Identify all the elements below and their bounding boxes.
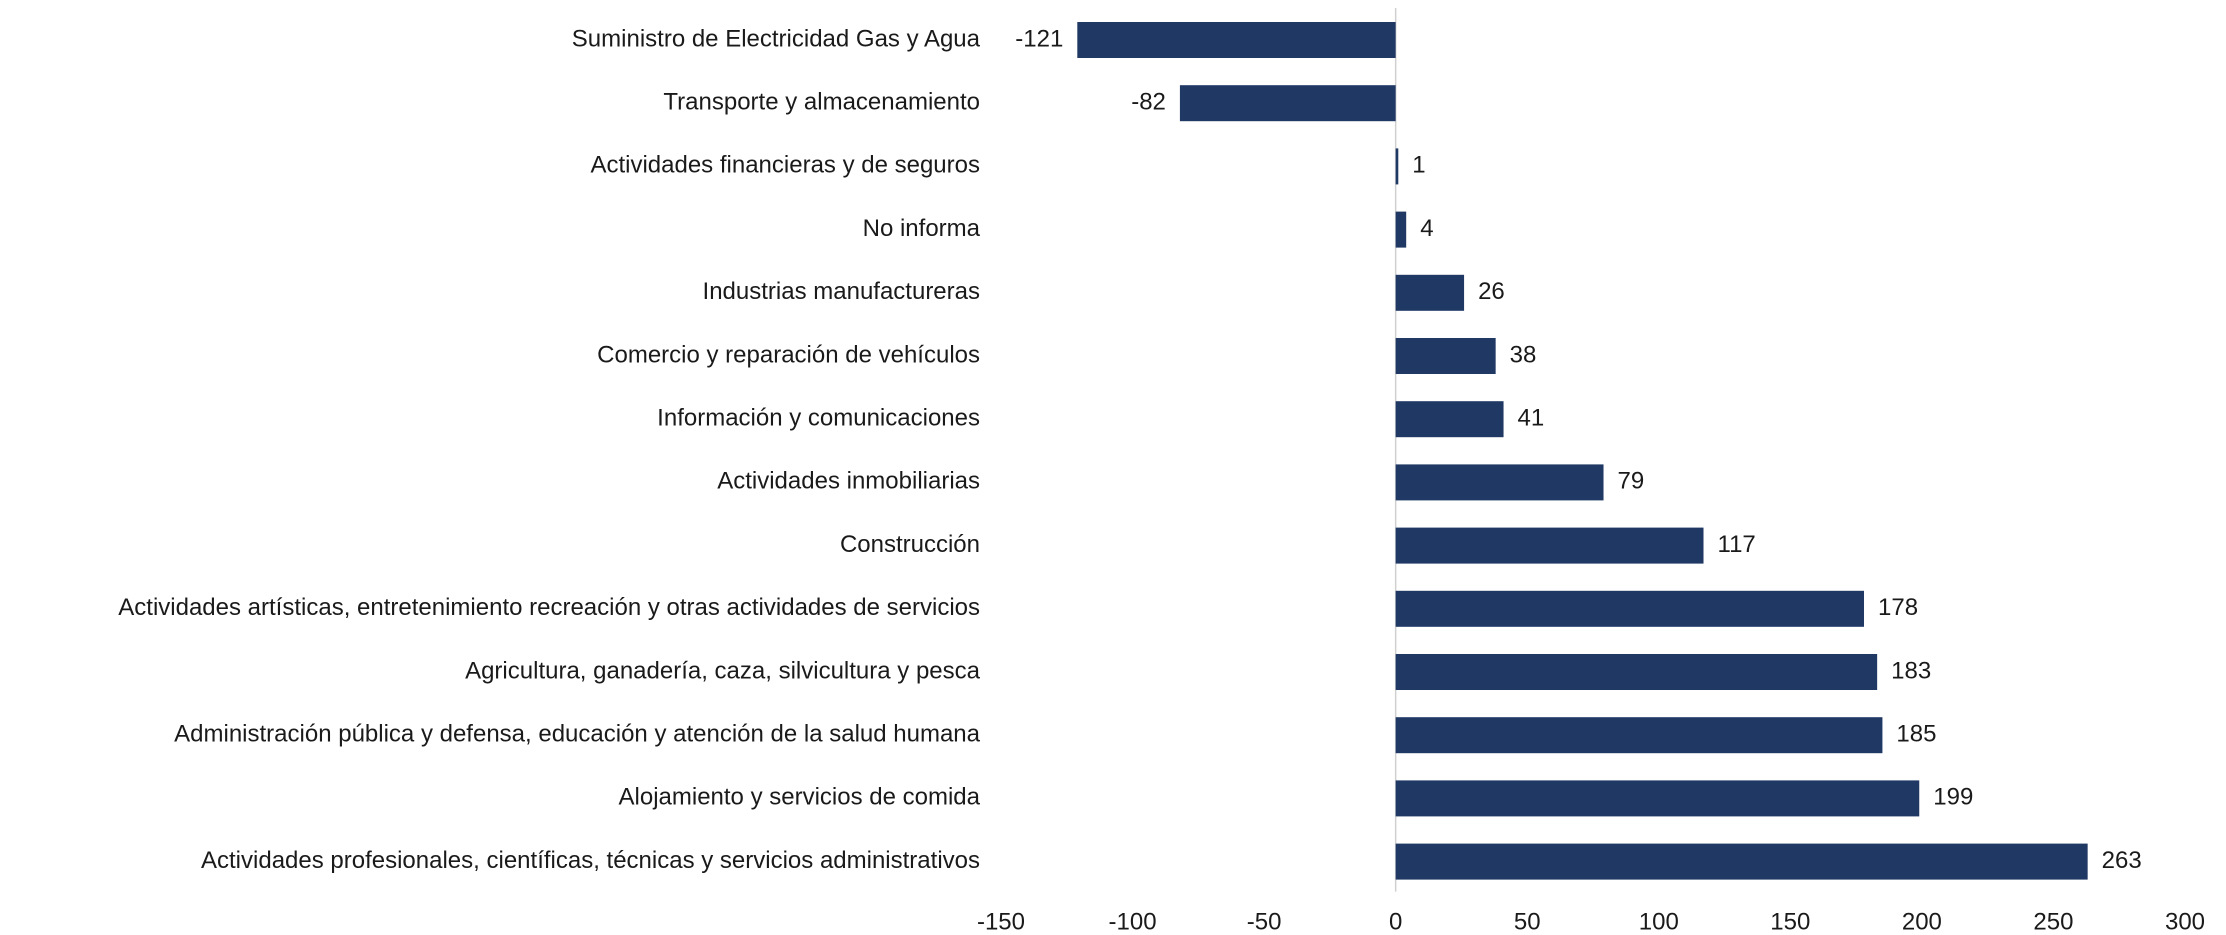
- bar: [1395, 338, 1496, 374]
- y-tick-label: Información y comunicaciones: [657, 405, 980, 432]
- y-tick-label: Actividades inmobiliarias: [717, 468, 980, 495]
- bar: [1077, 22, 1396, 58]
- bar: [1395, 527, 1704, 564]
- data-label: 41: [1518, 405, 1545, 432]
- data-label: 1: [1412, 152, 1425, 179]
- y-tick-label: Agricultura, ganadería, caza, silvicultu…: [465, 657, 981, 684]
- y-tick-label: Actividades financieras y de seguros: [590, 152, 980, 179]
- y-tick-label: No informa: [863, 215, 981, 242]
- data-label: -82: [1131, 89, 1166, 116]
- bar: [1395, 843, 2088, 880]
- x-tick-label: 150: [1770, 908, 1810, 935]
- data-label: 263: [2102, 847, 2142, 874]
- data-label: 183: [1891, 657, 1931, 684]
- x-tick-label: 50: [1514, 908, 1541, 935]
- data-label: 79: [1618, 468, 1645, 495]
- data-label: -121: [1015, 25, 1063, 52]
- x-tick-label: -150: [977, 908, 1025, 935]
- x-tick-label: 250: [2033, 908, 2073, 935]
- y-tick-label: Industrias manufactureras: [703, 278, 980, 305]
- bar: [1395, 590, 1865, 627]
- data-label: 4: [1420, 215, 1433, 242]
- y-tick-label: Actividades artísticas, entretenimiento …: [118, 594, 980, 621]
- y-tick-label: Actividades profesionales, científicas, …: [201, 847, 980, 874]
- x-tick-label: 0: [1389, 908, 1402, 935]
- x-tick-label: -100: [1109, 908, 1157, 935]
- bar: [1395, 401, 1504, 438]
- y-tick-label: Transporte y almacenamiento: [663, 89, 980, 116]
- bar: [1395, 654, 1878, 690]
- data-label: 117: [1718, 531, 1756, 558]
- y-tick-label: Suministro de Electricidad Gas y Agua: [572, 25, 981, 52]
- bar: [1179, 85, 1396, 122]
- x-tick-label: 100: [1639, 908, 1679, 935]
- y-tick-label: Alojamiento y servicios de comida: [619, 784, 981, 811]
- y-tick-label: Comercio y reparación de vehículos: [597, 341, 980, 368]
- bar: [1395, 274, 1465, 311]
- bar: [1395, 717, 1883, 754]
- data-label: 178: [1878, 594, 1918, 621]
- bar: [1395, 464, 1604, 501]
- y-tick-label: Construcción: [840, 531, 980, 558]
- x-tick-label: 200: [1902, 908, 1942, 935]
- data-label: 26: [1478, 278, 1505, 305]
- x-tick-label: 300: [2165, 908, 2205, 935]
- bar: [1395, 148, 1399, 185]
- data-label: 38: [1510, 341, 1537, 368]
- y-tick-label: Administración pública y defensa, educac…: [174, 721, 980, 748]
- bar: [1395, 211, 1407, 248]
- x-tick-label: -50: [1247, 908, 1282, 935]
- data-label: 199: [1933, 784, 1973, 811]
- bar: [1395, 780, 1920, 817]
- data-label: 185: [1896, 721, 1936, 748]
